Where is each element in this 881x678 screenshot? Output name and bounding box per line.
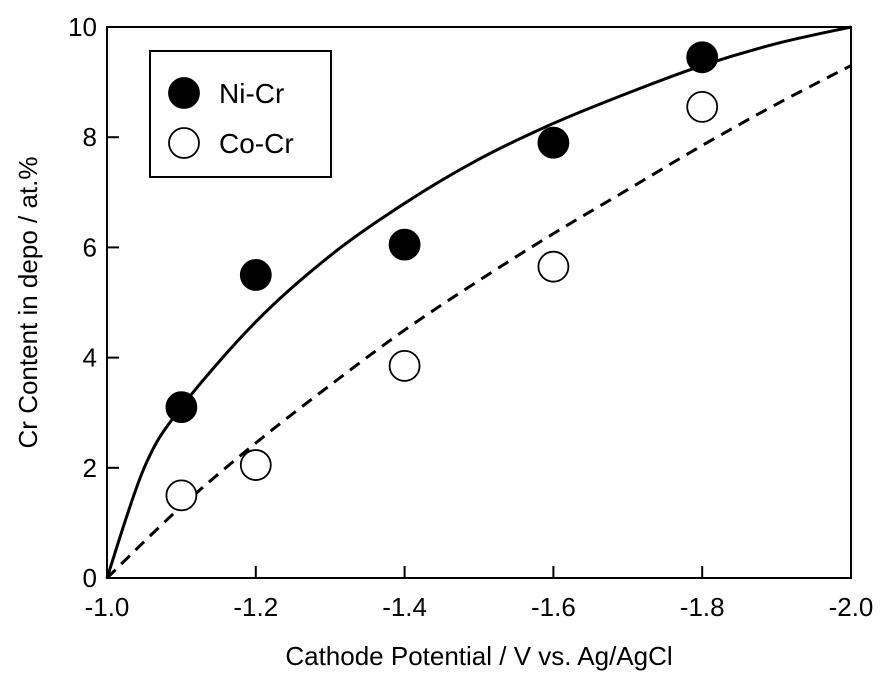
y-axis-title: Cr Content in depo / at.%: [13, 157, 43, 449]
x-tick-label: -2.0: [829, 592, 874, 622]
x-tick-label: -1.4: [382, 592, 427, 622]
data-markers: [165, 41, 719, 512]
legend-label-ni-cr: Ni-Cr: [219, 78, 284, 109]
data-point-ni-cr: [537, 126, 570, 159]
x-axis-title: Cathode Potential / V vs. Ag/AgCl: [285, 641, 672, 671]
data-point-co-cr: [537, 250, 570, 283]
y-tick-label: 8: [83, 122, 97, 152]
data-point-co-cr: [686, 90, 719, 123]
legend-marker-ni-cr: [168, 77, 200, 109]
data-point-co-cr: [165, 479, 198, 512]
data-point-co-cr: [239, 449, 272, 481]
x-axis: -1.0 -1.2 -1.4 -1.6 -1.8 -2.0: [85, 566, 874, 622]
x-tick-label: -1.8: [680, 592, 725, 622]
legend-label-co-cr: Co-Cr: [219, 128, 294, 159]
x-tick-label: -1.2: [233, 592, 278, 622]
legend: Ni-Cr Co-Cr: [149, 50, 332, 178]
plot-frame: [106, 26, 852, 579]
plot-area: [106, 26, 852, 579]
data-point-co-cr: [388, 349, 421, 382]
data-point-ni-cr: [165, 391, 198, 424]
data-point-ni-cr: [239, 259, 272, 291]
y-axis: 0 2 4 6 8 10: [68, 12, 119, 593]
x-tick-label: -1.6: [531, 592, 576, 622]
y-tick-label: 2: [83, 453, 97, 483]
y-tick-label: 10: [68, 12, 97, 42]
y-tick-label: 6: [83, 232, 97, 262]
y-tick-label: 0: [83, 563, 97, 593]
data-point-ni-cr: [388, 228, 421, 261]
legend-marker-co-cr: [168, 127, 200, 159]
x-tick-label: -1.0: [85, 592, 130, 622]
data-point-ni-cr: [686, 41, 719, 74]
y-tick-label: 4: [83, 343, 97, 373]
fit-line-co-cr: [105, 64, 852, 580]
